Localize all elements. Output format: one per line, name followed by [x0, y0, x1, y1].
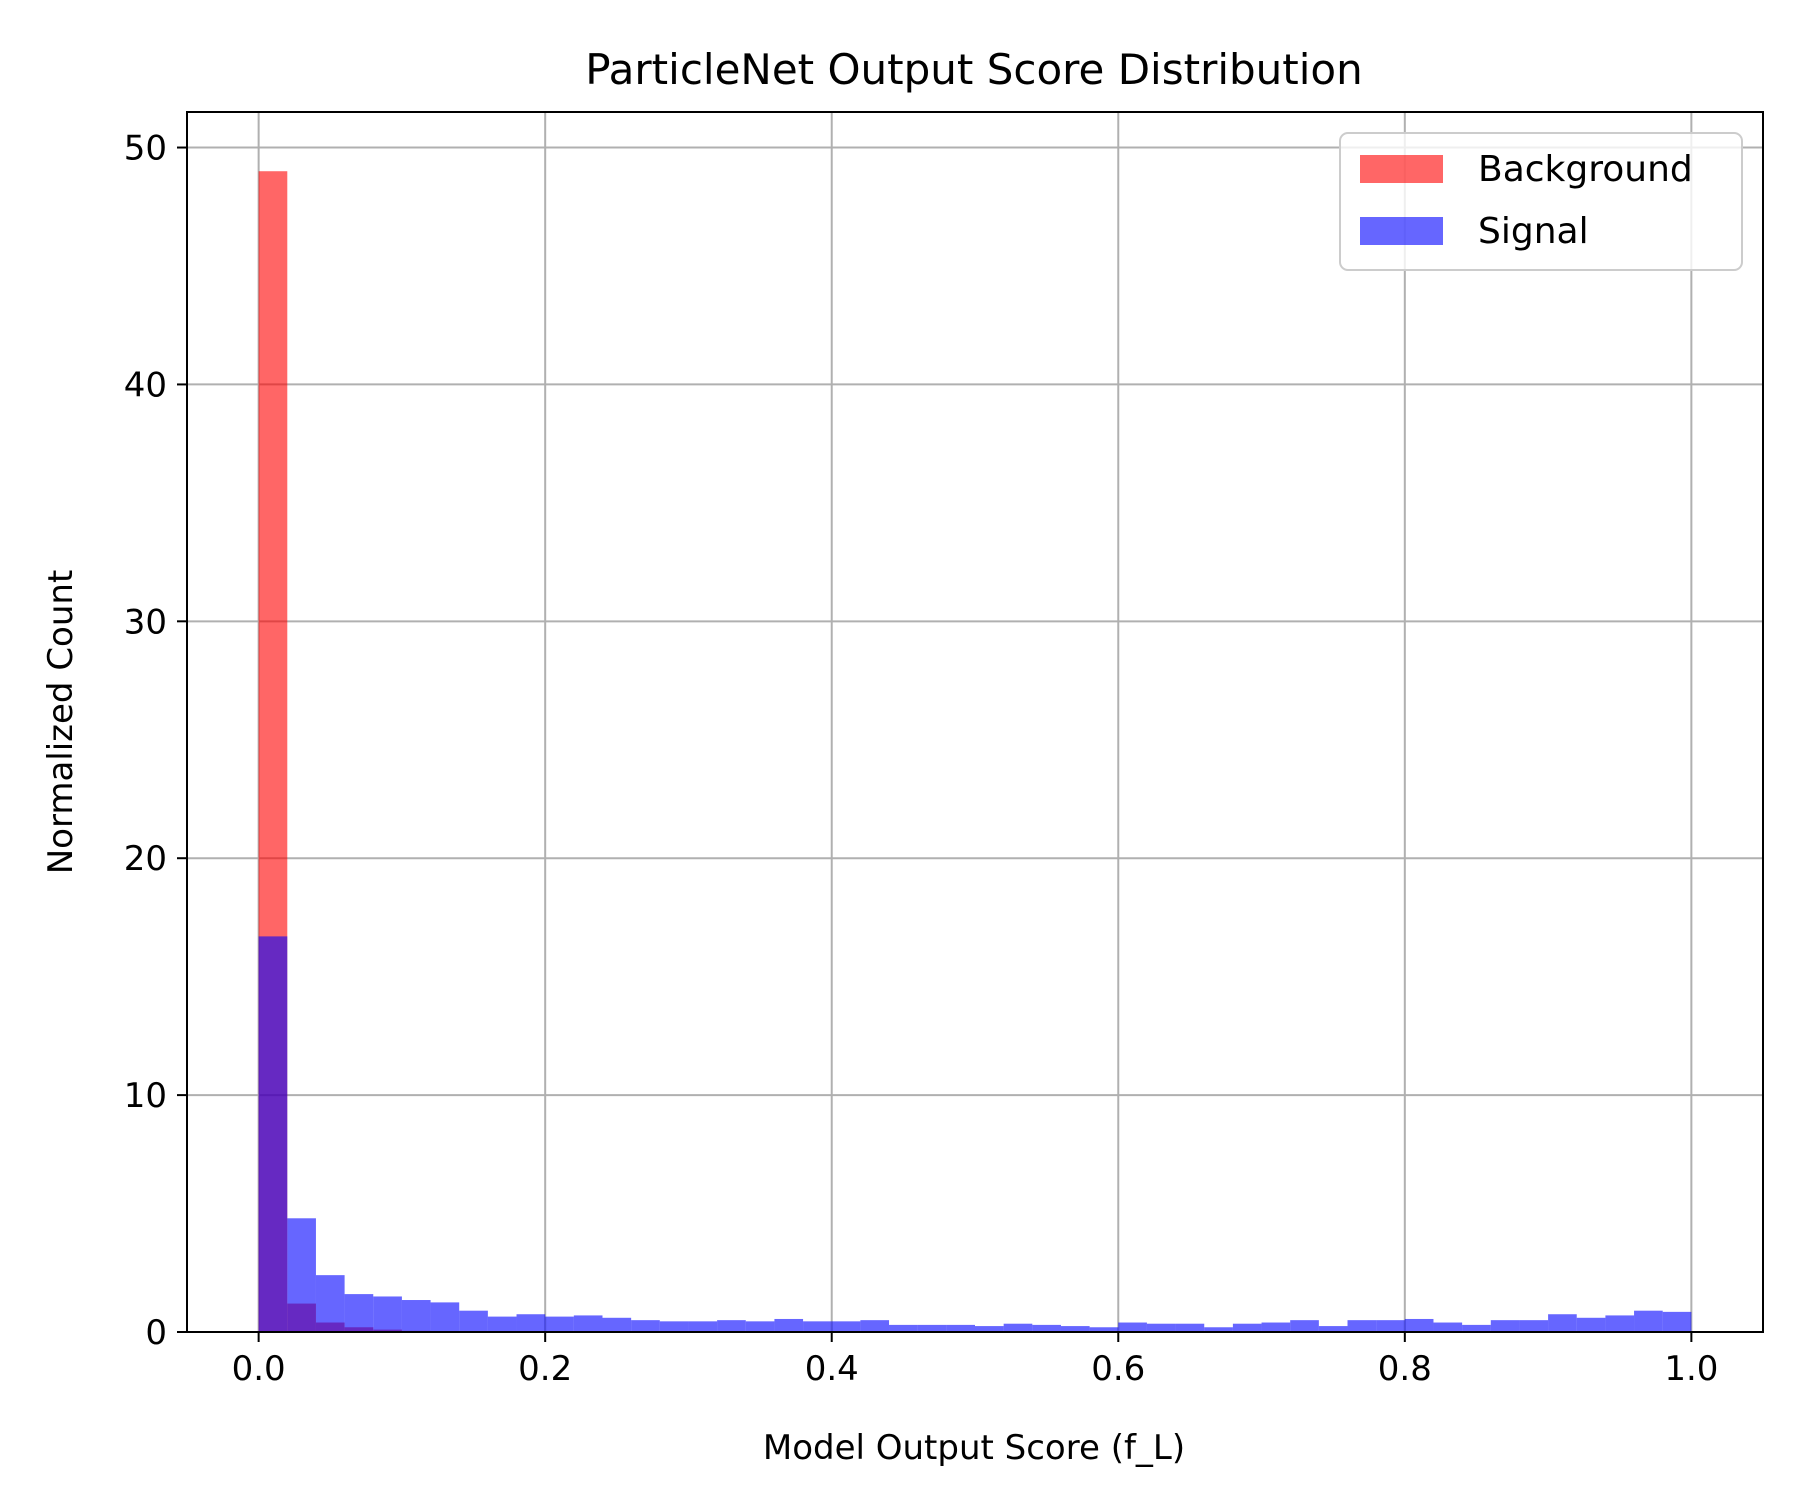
legend-swatch-signal	[1360, 217, 1443, 245]
histogram-bar-signal	[1519, 1320, 1548, 1332]
histogram-bar-signal	[1004, 1324, 1033, 1332]
histogram-bar-signal	[574, 1315, 603, 1332]
histogram-bar-signal	[1032, 1325, 1061, 1332]
histogram-bar-signal	[1605, 1315, 1634, 1332]
histogram-bar-signal	[1663, 1312, 1692, 1332]
histogram-bar-signal	[373, 1296, 402, 1332]
histogram-bar-signal	[1491, 1320, 1520, 1332]
x-tick-label: 1.0	[1664, 1349, 1718, 1389]
histogram-bar-signal	[1405, 1319, 1434, 1332]
histogram-bar-signal	[1262, 1323, 1291, 1332]
histogram-bar-signal	[1433, 1323, 1462, 1332]
y-tick-label: 30	[124, 602, 167, 642]
histogram-bar-signal	[287, 1218, 316, 1332]
x-tick-label: 0.6	[1091, 1349, 1145, 1389]
x-tick-label: 0.0	[232, 1349, 286, 1389]
histogram-bar-signal	[488, 1317, 517, 1332]
histogram-bar-signal	[602, 1318, 631, 1332]
histogram-bar-signal	[1233, 1324, 1262, 1332]
y-tick-label: 20	[124, 839, 167, 879]
histogram-bar-signal	[631, 1320, 660, 1332]
histogram-bar-signal	[717, 1320, 746, 1332]
histogram-bar-signal	[345, 1294, 374, 1332]
histogram-bar-signal	[1147, 1324, 1176, 1332]
histogram-bar-signal	[431, 1302, 460, 1332]
histogram-bar-signal	[1548, 1314, 1577, 1332]
histogram-bar-signal	[660, 1321, 689, 1332]
histogram-bar-signal	[545, 1317, 574, 1332]
histogram-bar-signal	[889, 1325, 918, 1332]
histogram-bar-signal	[1462, 1325, 1491, 1332]
legend: Background Signal	[1340, 133, 1742, 270]
histogram-bar-signal	[1376, 1320, 1405, 1332]
y-tick-label: 10	[124, 1076, 167, 1116]
histogram-bar-signal	[1348, 1320, 1377, 1332]
histogram-bar-signal	[316, 1275, 345, 1332]
histogram-bar-signal	[1118, 1323, 1147, 1332]
histogram-bar-signal	[459, 1311, 488, 1332]
histogram-bar-signal	[803, 1321, 832, 1332]
x-tick-label: 0.2	[518, 1349, 572, 1389]
histogram-bar-signal	[918, 1325, 947, 1332]
histogram-bar-signal	[832, 1321, 861, 1332]
histogram-bar-signal	[1577, 1318, 1606, 1332]
histogram-bar-signal	[402, 1300, 431, 1332]
chart-title: ParticleNet Output Score Distribution	[585, 45, 1363, 94]
histogram-bar-signal	[517, 1314, 546, 1332]
histogram-bar-signal	[1634, 1311, 1663, 1332]
y-tick-label: 0	[145, 1313, 167, 1353]
x-axis-label: Model Output Score (f_L)	[763, 1428, 1185, 1468]
legend-label-background: Background	[1478, 149, 1693, 190]
histogram-bar-signal	[746, 1321, 775, 1332]
histogram-bar-signal	[946, 1325, 975, 1332]
y-tick-label: 50	[124, 129, 167, 169]
histogram-bar-signal	[1176, 1324, 1205, 1332]
histogram-bar-signal	[860, 1320, 889, 1332]
histogram-bar-signal	[774, 1319, 803, 1332]
histogram-bar-signal	[259, 936, 288, 1332]
x-tick-label: 0.4	[805, 1349, 859, 1389]
histogram-bar-signal	[1290, 1320, 1319, 1332]
y-tick-label: 40	[124, 365, 167, 405]
y-axis-label: Normalized Count	[41, 570, 81, 875]
legend-label-signal: Signal	[1478, 211, 1589, 252]
legend-swatch-background	[1360, 155, 1443, 183]
histogram-bar-signal	[688, 1321, 717, 1332]
x-tick-label: 0.8	[1378, 1349, 1432, 1389]
